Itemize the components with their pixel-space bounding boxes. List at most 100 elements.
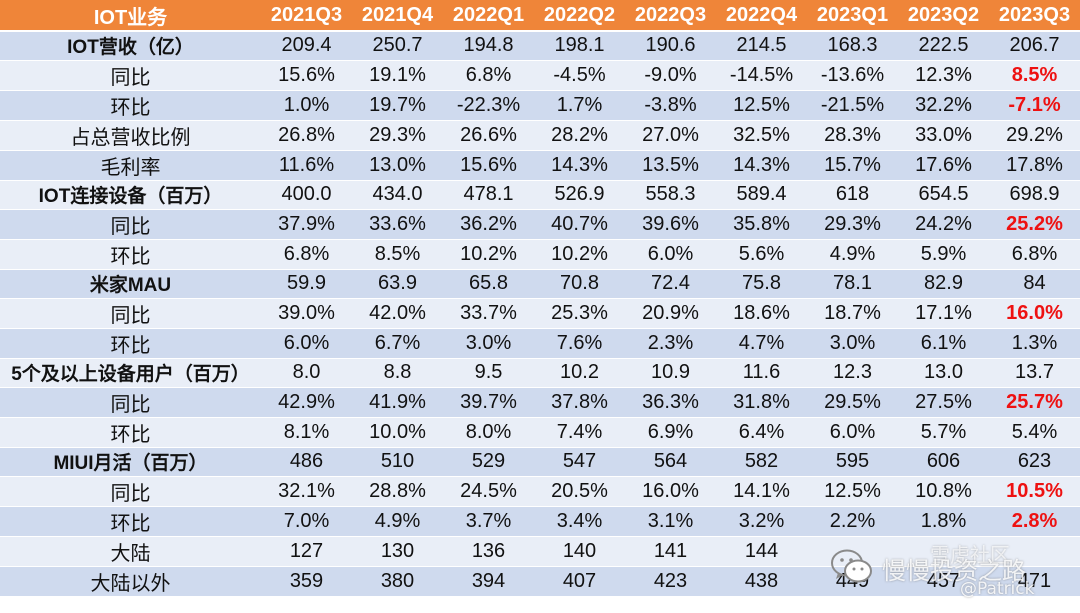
table-cell: 27.5% [898, 387, 989, 418]
table-cell: 127 [261, 536, 352, 567]
table-cell [807, 536, 898, 567]
table-header: IOT业务 2021Q3 2021Q4 2022Q1 2022Q2 2022Q3 2022… [0, 0, 1080, 32]
table-cell: 4.9% [352, 506, 443, 537]
table-cell: 1.0% [261, 90, 352, 121]
quarter-header: 2021Q3 [261, 0, 352, 32]
table-cell: 20.9% [625, 298, 716, 329]
table-cell: 13.7 [989, 358, 1080, 388]
table-cell: 438 [716, 566, 807, 597]
table-cell: 190.6 [625, 31, 716, 61]
table-cell: 33.6% [352, 209, 443, 240]
table-row: 毛利率 11.6% 13.0% 15.6% 14.3% 13.5% 14.3% 15.7% 17… [0, 150, 1080, 181]
table-cell: 6.8% [261, 239, 352, 270]
table-cell: 3.7% [443, 506, 534, 537]
table-cell: 26.8% [261, 120, 352, 151]
table-cell: 5.4% [989, 417, 1080, 448]
table-cell: 63.9 [352, 269, 443, 299]
table-cell: 17.6% [898, 150, 989, 181]
table-cell: 380 [352, 566, 443, 597]
table-cell: 5.7% [898, 417, 989, 448]
table-cell: 39.0% [261, 298, 352, 329]
table-cell: 8.8 [352, 358, 443, 388]
sub-metric-label: 环比 [0, 90, 261, 121]
sub-metric-label: 环比 [0, 417, 261, 448]
table-cell: 8.0 [261, 358, 352, 388]
table-cell: 6.4% [716, 417, 807, 448]
table-cell: 144 [716, 536, 807, 567]
table-cell: 1.8% [898, 506, 989, 537]
table-row: 同比 37.9% 33.6% 36.2% 40.7% 39.6% 35.8% 29.3% 24.… [0, 209, 1080, 240]
table-cell [989, 536, 1080, 567]
table-cell: 209.4 [261, 31, 352, 61]
table-cell: 75.8 [716, 269, 807, 299]
table-cell: 78.1 [807, 269, 898, 299]
table-cell: 564 [625, 447, 716, 477]
table-row: IOT连接设备（百万） 400.0 434.0 478.1 526.9 558.3 589.… [0, 180, 1080, 210]
sub-metric-label: 占总营收比例 [0, 120, 261, 151]
table-cell: 19.1% [352, 60, 443, 91]
table-cell: -3.8% [625, 90, 716, 121]
table-cell: 6.1% [898, 328, 989, 359]
table-cell: 478.1 [443, 180, 534, 210]
table-cell: 28.3% [807, 120, 898, 151]
table-cell: 11.6% [261, 150, 352, 181]
table-cell: 15.7% [807, 150, 898, 181]
table-row: 环比 8.1% 10.0% 8.0% 7.4% 6.9% 6.4% 6.0% 5.7% 5.4% [0, 417, 1080, 448]
table-cell: 529 [443, 447, 534, 477]
table-cell: 10.2% [443, 239, 534, 270]
table-cell: 3.0% [443, 328, 534, 359]
table-cell: 471 [989, 566, 1080, 597]
table-cell: 3.1% [625, 506, 716, 537]
sub-metric-label: 同比 [0, 387, 261, 418]
table-cell: 14.3% [534, 150, 625, 181]
table-cell: 72.4 [625, 269, 716, 299]
table-cell: 36.3% [625, 387, 716, 418]
table-cell: 698.9 [989, 180, 1080, 210]
table-cell: 82.9 [898, 269, 989, 299]
table-row: 同比 39.0% 42.0% 33.7% 25.3% 20.9% 18.6% 18.7% 17.… [0, 298, 1080, 329]
quarter-header: 2022Q1 [443, 0, 534, 32]
table-cell: 13.0 [898, 358, 989, 388]
table-cell: 5.6% [716, 239, 807, 270]
table-cell: 198.1 [534, 31, 625, 61]
sub-metric-label: 同比 [0, 476, 261, 507]
table-cell: 140 [534, 536, 625, 567]
table-cell: 2.2% [807, 506, 898, 537]
table-row: 同比 32.1% 28.8% 24.5% 20.5% 16.0% 14.1% 12.5% 10.… [0, 476, 1080, 507]
sub-metric-label: 大陆以外 [0, 566, 261, 597]
table-cell: 510 [352, 447, 443, 477]
table-cell: -21.5% [807, 90, 898, 121]
table-cell: 6.7% [352, 328, 443, 359]
table-cell: 27.0% [625, 120, 716, 151]
table-cell: -4.5% [534, 60, 625, 91]
table-cell: 206.7 [989, 31, 1080, 61]
table-cell: 8.1% [261, 417, 352, 448]
table-row: 占总营收比例 26.8% 29.3% 26.6% 28.2% 27.0% 32.5% 28.3… [0, 120, 1080, 151]
table-cell: 168.3 [807, 31, 898, 61]
table-body: IOT营收（亿） 209.4 250.7 194.8 198.1 190.6 214.5 16… [0, 31, 1080, 597]
table-cell: 16.0% [625, 476, 716, 507]
table-cell: 7.6% [534, 328, 625, 359]
table-cell: 6.0% [625, 239, 716, 270]
metric-label: MIUI月活（百万） [0, 447, 261, 477]
table-cell: -13.6% [807, 60, 898, 91]
table-cell: 29.3% [807, 209, 898, 240]
table-cell: 8.5% [352, 239, 443, 270]
table-cell: 589.4 [716, 180, 807, 210]
table-cell: 5.9% [898, 239, 989, 270]
sub-metric-label: 毛利率 [0, 150, 261, 181]
table-cell: 42.0% [352, 298, 443, 329]
quarter-header: 2022Q4 [716, 0, 807, 32]
quarter-header: 2023Q1 [807, 0, 898, 32]
sub-metric-label: 大陆 [0, 536, 261, 567]
table-row: MIUI月活（百万） 486 510 529 547 564 582 595 606 623 [0, 447, 1080, 477]
table-cell: 25.3% [534, 298, 625, 329]
table-cell: 32.2% [898, 90, 989, 121]
table-cell: 10.0% [352, 417, 443, 448]
table-cell: 36.2% [443, 209, 534, 240]
table-row: 环比 6.0% 6.7% 3.0% 7.6% 2.3% 4.7% 3.0% 6.1% 1.3% [0, 328, 1080, 359]
table-cell: 13.5% [625, 150, 716, 181]
sub-metric-label: 同比 [0, 298, 261, 329]
table-cell: 10.8% [898, 476, 989, 507]
iot-business-table: IOT业务 2021Q3 2021Q4 2022Q1 2022Q2 2022Q3 2022… [0, 0, 1080, 597]
